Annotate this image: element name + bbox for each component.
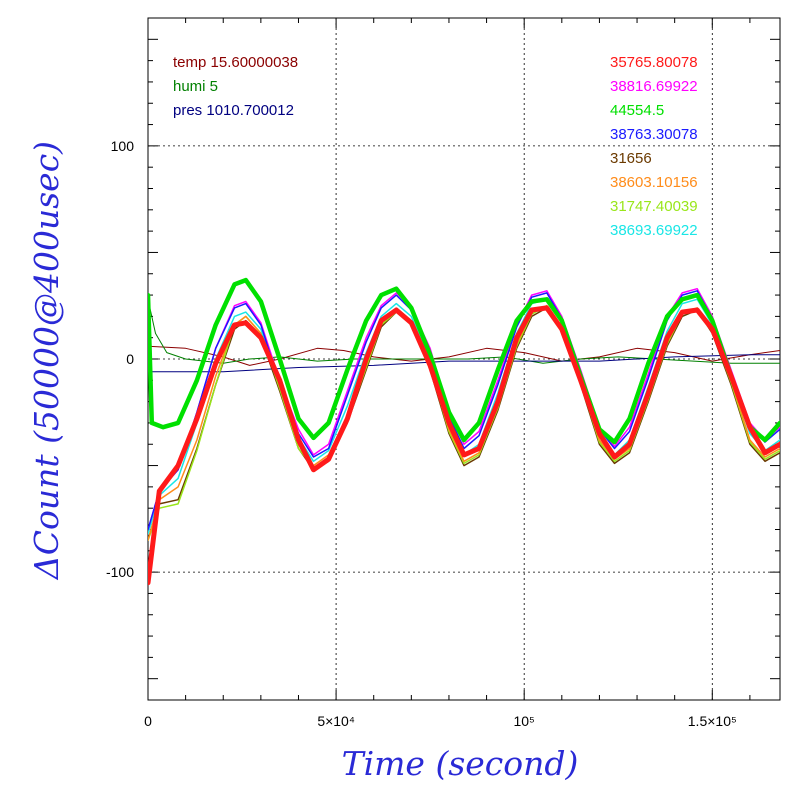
- env-legend-entry-2: pres 1010.700012: [173, 102, 294, 119]
- env-series-line-2: [148, 354, 780, 373]
- x-axis-title: Time (second): [342, 744, 579, 783]
- x-tick-label-1: 5×10⁴: [317, 713, 355, 729]
- x-tick-label-3: 1.5×10⁵: [688, 713, 737, 729]
- env-legend-entry-1: humi 5: [173, 78, 218, 95]
- environment-legend: temp 15.60000038 humi 5 pres 1010.700012: [173, 54, 298, 119]
- tick-labels: 0 5×10⁴ 10⁵ 1.5×10⁵ 100 0 -100: [106, 138, 737, 729]
- series-line-4: [148, 307, 780, 541]
- y-tick-label-2: -100: [106, 564, 134, 580]
- series-legend-entry-2: 44554.5: [610, 102, 664, 119]
- minor-ticks: [148, 18, 780, 700]
- data-series: [148, 277, 780, 586]
- series-legend-entry-7: 38693.69922: [610, 222, 698, 239]
- series-legend-entry-5: 38603.10156: [610, 174, 698, 191]
- x-tick-label-0: 0: [144, 713, 152, 729]
- series-line-3: [148, 290, 780, 531]
- series-legend-entry-0: 35765.80078: [610, 54, 698, 71]
- series-line-7: [148, 298, 780, 535]
- series-line-0: [148, 305, 780, 586]
- env-series-line-0: [148, 345, 780, 366]
- series-legend-entry-3: 38763.30078: [610, 126, 698, 143]
- series-line-5: [148, 304, 780, 541]
- y-axis-title: ΔCount (50000@400usec): [27, 141, 66, 581]
- series-legend-entry-6: 31747.40039: [610, 198, 698, 215]
- env-legend-entry-0: temp 15.60000038: [173, 54, 298, 71]
- series-legend: 35765.80078 38816.69922 44554.5 38763.30078…: [610, 54, 698, 239]
- x-tick-label-2: 10⁵: [513, 713, 534, 729]
- series-line-1: [148, 287, 780, 531]
- series-legend-entry-1: 38816.69922: [610, 78, 698, 95]
- y-tick-label-0: 100: [111, 138, 135, 154]
- series-line-6: [148, 304, 780, 541]
- series-legend-entry-4: 31656: [610, 150, 652, 167]
- series-line-2: [148, 277, 780, 445]
- y-tick-label-1: 0: [126, 351, 134, 367]
